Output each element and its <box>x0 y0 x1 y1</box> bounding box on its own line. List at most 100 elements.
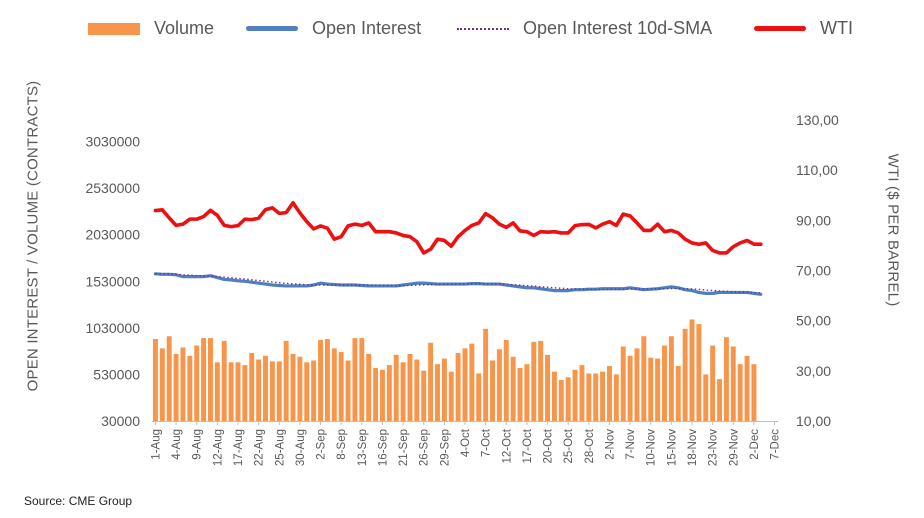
legend-swatch-open-interest <box>246 26 298 31</box>
legend-label-open-interest: Open Interest <box>312 18 422 38</box>
x-tick-label: 2-Sep <box>316 429 328 460</box>
volume-bar <box>558 380 564 421</box>
source-note: Source: CME Group <box>24 494 133 508</box>
volume-bar <box>490 360 495 421</box>
x-tick-label: 16-Sep <box>377 429 389 466</box>
x-tick-label: 29-Nov <box>728 429 740 466</box>
x-tick-label: 10-Nov <box>646 429 658 466</box>
volume-bar <box>152 339 158 421</box>
volume-bar <box>421 370 427 421</box>
volume-bar <box>730 346 736 421</box>
volume-bar <box>703 374 709 421</box>
y2-tick-label: 130,00 <box>796 112 839 128</box>
y2-tick-label: 10,00 <box>796 413 831 429</box>
y2-tick-label: 110,00 <box>796 162 838 178</box>
x-tick-label: 17-Oct <box>522 428 534 463</box>
legend-item-wti: WTI <box>754 18 853 39</box>
x-tick-label: 4-Aug <box>171 429 183 460</box>
x-tick-label: 30-Aug <box>295 429 307 466</box>
legend-label-wti: WTI <box>820 18 853 38</box>
x-axis: 1-Aug 4-Aug 9-Aug 12-Aug 17-Aug 22-Aug 25-Aug 3… <box>150 421 782 466</box>
volume-bar <box>379 369 385 421</box>
volume-bar <box>214 362 220 421</box>
legend-swatch-volume <box>88 22 140 35</box>
volume-bar <box>304 362 310 421</box>
y-tick-label: 530000 <box>93 366 140 382</box>
volume-bar <box>469 343 475 421</box>
volume-bar <box>572 369 578 421</box>
volume-bar <box>249 353 255 421</box>
wti-line <box>153 201 763 255</box>
legend-swatch-oi-sma <box>457 27 509 30</box>
volume-bar <box>710 345 716 421</box>
volume-bar <box>173 353 179 421</box>
x-tick-label: 21-Sep <box>398 429 410 466</box>
y2-tick-label: 70,00 <box>796 263 831 279</box>
volume-bar <box>531 341 537 421</box>
y-axis-right-label: WTI ($ PER BARREL) <box>884 153 902 307</box>
volume-bar <box>235 362 241 421</box>
volume-bar <box>662 345 667 421</box>
volume-bar <box>180 347 186 421</box>
volume-bar <box>393 354 399 421</box>
legend-item-oi-sma: Open Interest 10d-SMA <box>457 18 712 39</box>
volume-bar <box>717 379 722 421</box>
open-interest-line <box>153 272 763 296</box>
x-tick-label: 13-Sep <box>357 429 369 466</box>
volume-bar <box>723 337 729 421</box>
volume-bar <box>737 364 743 421</box>
volume-bar <box>208 338 213 421</box>
volume-bar <box>483 328 489 421</box>
x-tick-label: 7-Dec <box>770 429 782 460</box>
x-tick-label: 20-Oct <box>543 428 555 463</box>
volume-bar <box>634 348 640 421</box>
y2-tick-label: 90,00 <box>796 212 831 228</box>
volume-bar <box>579 365 585 421</box>
chart-lines <box>153 201 763 296</box>
volume-bar <box>366 353 372 421</box>
volume-bar <box>276 361 282 421</box>
x-tick-label: 12-Oct <box>501 428 513 463</box>
volume-bar <box>455 353 461 421</box>
open-interest-sma-line <box>155 273 761 294</box>
volume-bar <box>263 355 268 421</box>
y-tick-label: 1030000 <box>85 320 140 336</box>
legend-item-open-interest: Open Interest <box>246 18 421 39</box>
volume-bar <box>744 355 750 421</box>
volume-bar <box>407 353 413 421</box>
volume-bars <box>152 319 757 421</box>
volume-bar <box>682 328 688 421</box>
volume-bar <box>586 373 592 421</box>
volume-bar <box>545 354 551 421</box>
volume-bar <box>496 349 502 421</box>
x-tick-label: 7-Oct <box>481 428 493 457</box>
volume-bar <box>696 324 702 421</box>
volume-bar <box>524 364 530 421</box>
x-tick-label: 7-Nov <box>625 429 637 460</box>
volume-bar <box>620 346 626 421</box>
x-tick-label: 25-Aug <box>274 429 286 466</box>
volume-bar <box>256 359 262 421</box>
volume-bar <box>441 358 447 421</box>
volume-bar <box>593 373 599 421</box>
x-tick-label: 2-Nov <box>604 429 616 460</box>
legend-item-volume: Volume <box>88 18 214 39</box>
x-tick-label: 26-Sep <box>419 429 431 466</box>
volume-bar <box>373 367 379 421</box>
volume-bar <box>386 365 392 421</box>
y2-tick-label: 50,00 <box>796 313 831 329</box>
volume-bar <box>613 374 619 421</box>
x-tick-label: 4-Oct <box>460 428 472 457</box>
volume-bar <box>462 348 468 421</box>
volume-bar <box>668 336 674 421</box>
legend-label-volume: Volume <box>154 18 215 38</box>
volume-bar <box>283 340 289 421</box>
x-tick-label: 1-Aug <box>150 429 162 460</box>
volume-bar <box>311 360 317 421</box>
legend: Volume Open Interest Open Interest 10d-S… <box>0 18 924 44</box>
volume-bar <box>627 355 633 421</box>
y-axis-left: 30000 530000 1030000 1530000 2030000 2530000 3… <box>85 134 140 429</box>
legend-label-oi-sma: Open Interest 10d-SMA <box>523 18 713 38</box>
volume-bar <box>297 356 303 421</box>
volume-bar <box>641 336 647 421</box>
